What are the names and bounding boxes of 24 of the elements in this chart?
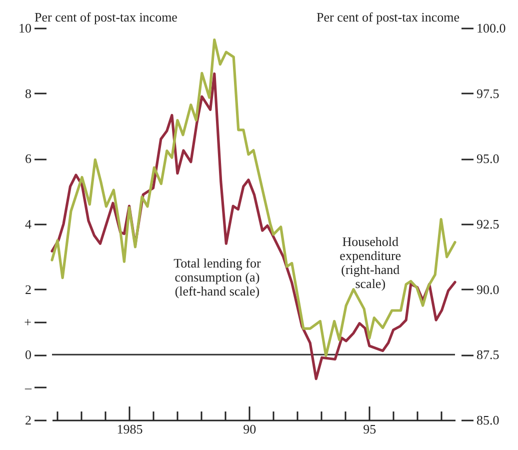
y-tick-label: – <box>24 380 32 395</box>
x-tick-label: 90 <box>243 422 256 436</box>
y-tick-label: + <box>24 314 32 330</box>
x-tick-label: 1985 <box>116 422 143 436</box>
y2-tick-label: 97.5 <box>476 86 500 101</box>
y2-tick-label: 92.5 <box>476 216 500 232</box>
y-tick-label: 8 <box>25 86 32 101</box>
y2-axis-title: Per cent of post-tax income <box>316 10 460 24</box>
line-series <box>50 38 456 358</box>
series-label: Total lending for consumption (a) (left-hand scale) <box>174 255 262 298</box>
y-tick-label: 2 <box>25 412 32 428</box>
y-tick-label: 10 <box>18 20 32 36</box>
y-tick-label: 2 <box>25 282 32 297</box>
y-tick-label: 6 <box>25 151 32 166</box>
x-tick-label: 95 <box>363 422 376 436</box>
y2-tick-label: 87.5 <box>476 347 500 362</box>
y2-tick-label: 100.0 <box>476 20 506 36</box>
y-axis-title: Per cent of post-tax income <box>34 10 178 24</box>
y2-tick-label: 85.0 <box>476 412 500 428</box>
series-label: Household expenditure (right-hand scale) <box>340 234 402 291</box>
y-tick-label: 4 <box>25 216 32 232</box>
y2-tick-label: 95.0 <box>476 151 500 166</box>
y-tick-label: 0 <box>25 347 32 362</box>
y2-tick-label: 90.0 <box>476 282 500 297</box>
